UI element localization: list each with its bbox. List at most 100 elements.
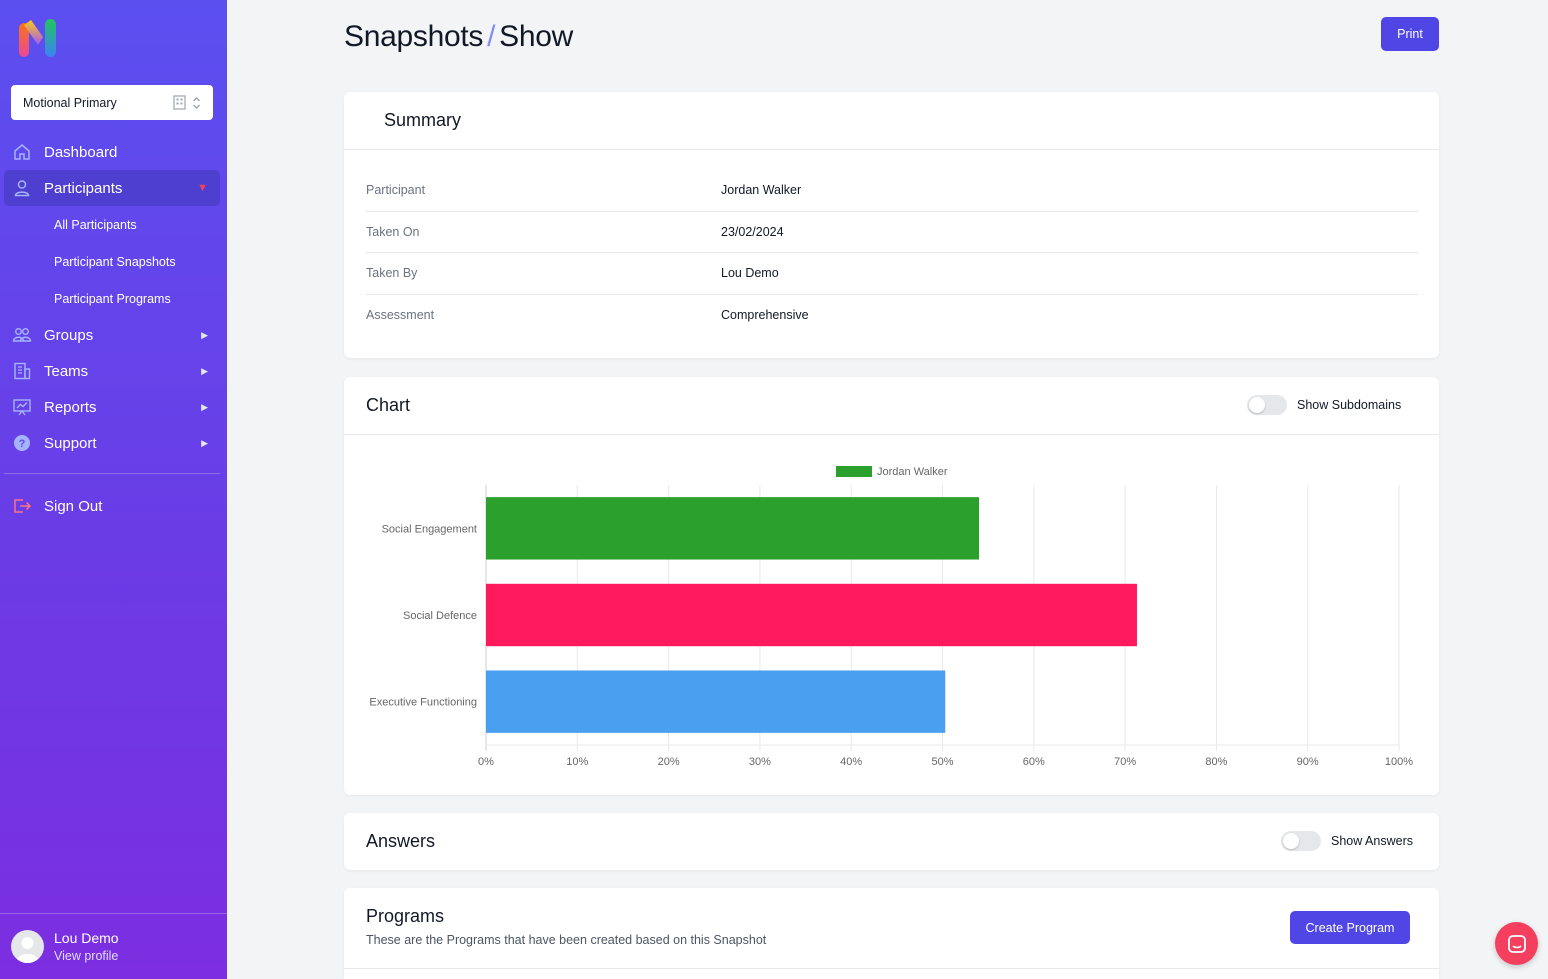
building-icon [12,361,32,381]
x-tick-label: 0% [478,756,494,768]
summary-list: Participant Jordan Walker Taken On 23/02… [344,150,1439,336]
x-tick-label: 100% [1385,756,1413,768]
legend-swatch [836,466,872,477]
y-category-label: Social Engagement [382,523,477,535]
x-tick-label: 20% [658,756,680,768]
summary-value: Lou Demo [721,266,779,281]
sidebar-item-label: Participants [44,179,123,197]
summary-value: 23/02/2024 [721,224,784,239]
print-button[interactable]: Print [1381,17,1439,51]
sign-out-label: Sign Out [44,497,103,515]
summary-row: Participant Jordan Walker [366,170,1418,212]
user-profile[interactable]: Lou Demo View profile [0,913,227,979]
presentation-chart-icon [12,397,32,417]
summary-label: Taken By [366,266,418,281]
chart-card: Chart Show Subdomains 0% 10% 20% 30% 40% 50% 6… [344,377,1439,795]
summary-title: Summary [344,92,1439,150]
sidebar-item-label: Groups [44,326,94,344]
legend-label: Jordan Walker [877,466,948,478]
breadcrumb-separator: / [487,20,496,53]
create-program-button[interactable]: Create Program [1290,911,1410,944]
x-tick-label: 60% [1023,756,1045,768]
sidebar-divider [4,473,220,474]
caret-down-icon: ▼ [197,182,208,194]
chart-bar [486,583,1137,647]
home-icon [12,142,32,162]
show-answers-toggle[interactable] [1281,831,1321,851]
chat-launcher-button[interactable] [1495,922,1538,965]
programs-divider [344,968,1439,969]
x-tick-label: 30% [749,756,771,768]
x-tick-label: 40% [840,756,862,768]
app-logo[interactable] [17,17,59,59]
chart-bar [486,497,980,560]
caret-right-icon: ▶ [201,401,208,412]
caret-right-icon: ▶ [201,365,208,376]
sign-out-icon [12,496,32,516]
main-content: Snapshots / Show Print Summary Participant… [227,0,1548,979]
sidebar-item-label: Reports [44,398,97,416]
programs-card: Programs These are the Programs that hav… [344,888,1439,979]
building-icon [173,95,186,110]
y-category-label: Executive Functioning [369,697,477,709]
sidebar-item-label: Support [44,434,97,452]
summary-label: Assessment [366,308,435,323]
summary-value: Comprehensive [721,308,809,323]
y-category-label: Social Defence [403,610,477,622]
sidebar-item-support[interactable]: ? Support ▶ [4,425,220,461]
profile-name: Lou Demo [54,930,119,946]
answers-card: Answers Show Answers [344,813,1439,870]
sidebar-item-participants[interactable]: Participants ▼ [4,170,220,206]
svg-text:?: ? [19,438,26,450]
caret-right-icon: ▶ [201,329,208,340]
users-icon [12,325,32,345]
summary-row: Taken By Lou Demo [366,253,1418,295]
sidebar-item-groups[interactable]: Groups ▶ [4,317,220,353]
sidebar-item-label: Teams [44,362,89,380]
summary-label: Taken On [366,224,420,239]
sidebar-nav: Dashboard Participants ▼ All Participant… [4,134,220,524]
summary-value: Jordan Walker [721,183,802,198]
snapshot-bar-chart: 0% 10% 20% 30% 40% 50% 60% 70% 80% 90% 100% Jordan … [369,466,1413,768]
view-profile-link[interactable]: View profile [54,949,119,963]
programs-subtitle: These are the Programs that have been cr… [366,933,767,947]
breadcrumb-snapshots[interactable]: Snapshots [344,20,484,53]
x-tick-label: 10% [566,756,588,768]
x-tick-label: 70% [1114,756,1136,768]
chart-bar [486,670,946,733]
breadcrumb-show: Show [499,20,573,53]
summary-row: Taken On 23/02/2024 [366,212,1418,253]
show-answers-label: Show Answers [1331,834,1413,848]
sidebar-subitem-all-participants[interactable]: All Participants [54,217,137,232]
sidebar-item-dashboard[interactable]: Dashboard [4,134,220,170]
show-answers-toggle-group: Show Answers [1281,831,1413,851]
chat-icon [1507,934,1526,953]
answers-title: Answers [366,831,436,851]
summary-card: Summary Participant Jordan Walker Taken … [344,92,1439,358]
show-subdomains-toggle-group: Show Subdomains [1247,395,1401,415]
user-icon [12,178,32,198]
organisation-select-value: Motional Primary [23,95,117,110]
sidebar-item-label: Dashboard [44,143,118,161]
chart-title: Chart [344,377,1439,435]
summary-row: Assessment Comprehensive [366,295,1418,337]
sidebar-item-teams[interactable]: Teams ▶ [4,353,220,389]
help-icon: ? [12,433,32,453]
sidebar-subitem-participant-programs[interactable]: Participant Programs [54,291,171,306]
x-tick-label: 90% [1297,756,1319,768]
sidebar-subitem-participant-snapshots[interactable]: Participant Snapshots [54,254,176,269]
x-tick-label: 50% [931,756,953,768]
page-title: Snapshots / Show [344,20,573,54]
summary-label: Participant [366,183,426,198]
chevron-up-down-icon [193,96,200,109]
caret-right-icon: ▶ [201,437,208,448]
x-tick-label: 80% [1205,756,1227,768]
sign-out-button[interactable]: Sign Out [4,488,220,524]
show-subdomains-toggle[interactable] [1247,395,1287,415]
organisation-select[interactable]: Motional Primary [11,85,213,120]
show-subdomains-label: Show Subdomains [1297,398,1402,412]
sidebar-item-reports[interactable]: Reports ▶ [4,389,220,425]
programs-title: Programs [366,906,445,926]
avatar [11,930,44,963]
sidebar: Motional Primary Dashboard Participants … [0,0,227,979]
